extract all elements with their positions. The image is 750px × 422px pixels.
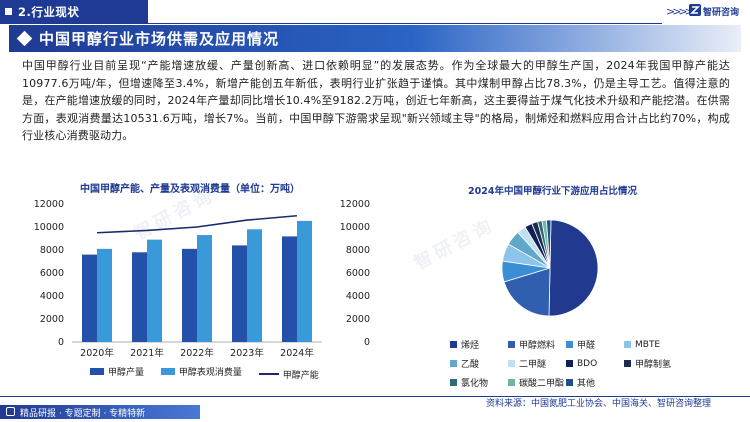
legend-label: 其他 bbox=[577, 379, 596, 389]
x-tick-label: 2022年 bbox=[180, 347, 214, 359]
x-tick-label: 2024年 bbox=[280, 347, 314, 359]
legend-swatch bbox=[508, 341, 515, 348]
capacity-production-chart: 0 2000 4000 6000 8000 10000 12000 0 2000 4000 6000… bbox=[34, 199, 370, 359]
legend-item-consumption: 甲醇表观消费量 bbox=[160, 365, 242, 378]
legend-swatch bbox=[566, 341, 573, 348]
diamond-icon bbox=[16, 30, 33, 47]
page-title: 中国甲醇行业市场供需及应用情况 bbox=[39, 30, 280, 48]
pie-legend-item: MBTE bbox=[624, 340, 694, 350]
legend-item-production: 甲醇产量 bbox=[90, 365, 144, 378]
legend-swatch bbox=[624, 360, 631, 367]
watermark: 智研咨询 bbox=[410, 214, 499, 275]
bar-consumption bbox=[147, 239, 162, 342]
y-tick-label: 4000 bbox=[40, 291, 64, 302]
pie-slice bbox=[548, 219, 599, 317]
legend-item-capacity: 甲醇产能 bbox=[258, 368, 319, 381]
bar-consumption bbox=[97, 248, 112, 342]
pie-legend-item: 乙酸 bbox=[450, 357, 508, 370]
legend-line-swatch bbox=[258, 373, 279, 375]
y2-tick-label: 4000 bbox=[346, 291, 370, 302]
bar-consumption bbox=[197, 235, 212, 342]
x-tick-label: 2020年 bbox=[80, 347, 114, 359]
bar-chart-legend: 甲醇产量 甲醇表观消费量 甲醇产能 bbox=[90, 365, 333, 381]
y-tick-label: 6000 bbox=[40, 268, 64, 279]
bar-production bbox=[182, 248, 197, 342]
y-tick-label: 12000 bbox=[34, 199, 64, 210]
report-icon bbox=[6, 407, 15, 416]
logo-text: 智研咨询 bbox=[703, 8, 740, 18]
y2-tick-label: 2000 bbox=[346, 314, 370, 325]
y2-tick-label: 10000 bbox=[340, 222, 370, 233]
legend-swatch bbox=[508, 379, 515, 386]
pie-chart-title: 2024年中国甲醇行业下游应用占比情况 bbox=[468, 186, 637, 197]
legend-label: 氯化物 bbox=[461, 379, 489, 389]
legend-label: 甲醇产能 bbox=[282, 370, 319, 381]
legend-label: 甲醇燃料 bbox=[519, 341, 556, 351]
zhiyan-logo-icon bbox=[689, 4, 701, 16]
downstream-pie-chart bbox=[501, 219, 599, 317]
y-tick-label: 2000 bbox=[40, 314, 64, 325]
legend-label: 甲醛 bbox=[577, 341, 596, 351]
bar-production bbox=[132, 252, 147, 342]
bar-production bbox=[232, 245, 247, 342]
legend-swatch bbox=[566, 360, 573, 367]
y2-tick-label: 6000 bbox=[346, 268, 370, 279]
legend-label: 甲醇表观消费量 bbox=[178, 368, 242, 378]
y2-tick-label: 8000 bbox=[346, 245, 370, 256]
legend-swatch bbox=[450, 360, 457, 367]
pie-legend-item: BDO bbox=[566, 359, 624, 369]
pie-legend-item: 其他 bbox=[566, 376, 624, 389]
legend-swatch bbox=[508, 360, 515, 367]
legend-label: MBTE bbox=[635, 339, 661, 350]
chevron-arrows-icon: >>>> bbox=[666, 5, 694, 18]
section-square-icon bbox=[5, 8, 12, 15]
bar-production bbox=[82, 254, 97, 342]
source-note: 资料来源：中国氮肥工业协会、中国海关、智研咨询整理 bbox=[486, 399, 712, 409]
pie-legend-item: 碳酸二甲酯 bbox=[508, 376, 566, 389]
x-tick-label: 2021年 bbox=[130, 347, 164, 359]
pie-legend-item: 烯烃 bbox=[450, 338, 508, 351]
pie-legend-item: 二甲醚 bbox=[508, 357, 566, 370]
y-tick-label: 8000 bbox=[40, 245, 64, 256]
bar-consumption bbox=[247, 229, 262, 342]
legend-label: 甲醇产量 bbox=[108, 368, 145, 378]
top-header: 2.行业现状 >>>> 智研咨询 bbox=[0, 0, 750, 26]
legend-label: 甲醇制氢 bbox=[635, 360, 672, 370]
legend-label: BDO bbox=[577, 358, 598, 369]
capacity-line bbox=[96, 214, 298, 234]
x-tick-label: 2023年 bbox=[230, 347, 264, 359]
legend-label: 二甲醚 bbox=[519, 360, 547, 370]
pie-legend-item: 甲醇制氢 bbox=[624, 357, 694, 370]
header-divider bbox=[148, 23, 662, 24]
legend-swatch bbox=[90, 368, 104, 375]
y-tick-label: 10000 bbox=[34, 222, 64, 233]
bar-consumption bbox=[297, 220, 312, 342]
footer-tagline-bar: 精品研报 · 专题定制 · 专精特新 bbox=[0, 405, 200, 419]
section-label: 2.行业现状 bbox=[18, 5, 80, 19]
footer-tagline: 精品研报 · 专题定制 · 专精特新 bbox=[20, 409, 146, 419]
bar-chart-title: 中国甲醇产能、产量及表观消费量（单位：万吨） bbox=[80, 184, 300, 195]
pie-legend-item: 甲醇燃料 bbox=[508, 338, 566, 351]
pie-chart-legend: 烯烃 甲醇燃料 甲醛 MBTE 乙酸 二甲醚 BDO 甲醇制氢氯化物 碳酸二甲酯 其他 bbox=[450, 338, 740, 395]
y2-tick-label: 0 bbox=[364, 337, 370, 348]
pie-legend-item: 甲醛 bbox=[566, 338, 624, 351]
legend-swatch bbox=[160, 368, 175, 375]
y-tick-label: 0 bbox=[58, 337, 64, 348]
legend-swatch bbox=[566, 379, 573, 386]
pie-slice bbox=[503, 267, 551, 317]
body-paragraph: 中国甲醇行业目前呈现“产能增速放缓、产量创新高、进口依赖明显”的发展态势。作为全… bbox=[22, 59, 730, 143]
legend-label: 碳酸二甲酯 bbox=[519, 379, 565, 389]
footer-divider bbox=[0, 396, 750, 397]
bar-production bbox=[282, 236, 297, 342]
legend-swatch bbox=[450, 379, 457, 386]
section-title-band: 中国甲醇行业市场供需及应用情况 bbox=[9, 25, 741, 52]
y2-tick-label: 12000 bbox=[340, 199, 370, 210]
legend-label: 烯烃 bbox=[461, 341, 480, 351]
pie-slice bbox=[546, 219, 552, 269]
pie-legend-item: 氯化物 bbox=[450, 376, 508, 389]
legend-swatch bbox=[624, 341, 631, 348]
section-tab: 2.行业现状 bbox=[0, 0, 148, 24]
legend-swatch bbox=[450, 341, 457, 348]
legend-label: 乙酸 bbox=[461, 360, 480, 370]
